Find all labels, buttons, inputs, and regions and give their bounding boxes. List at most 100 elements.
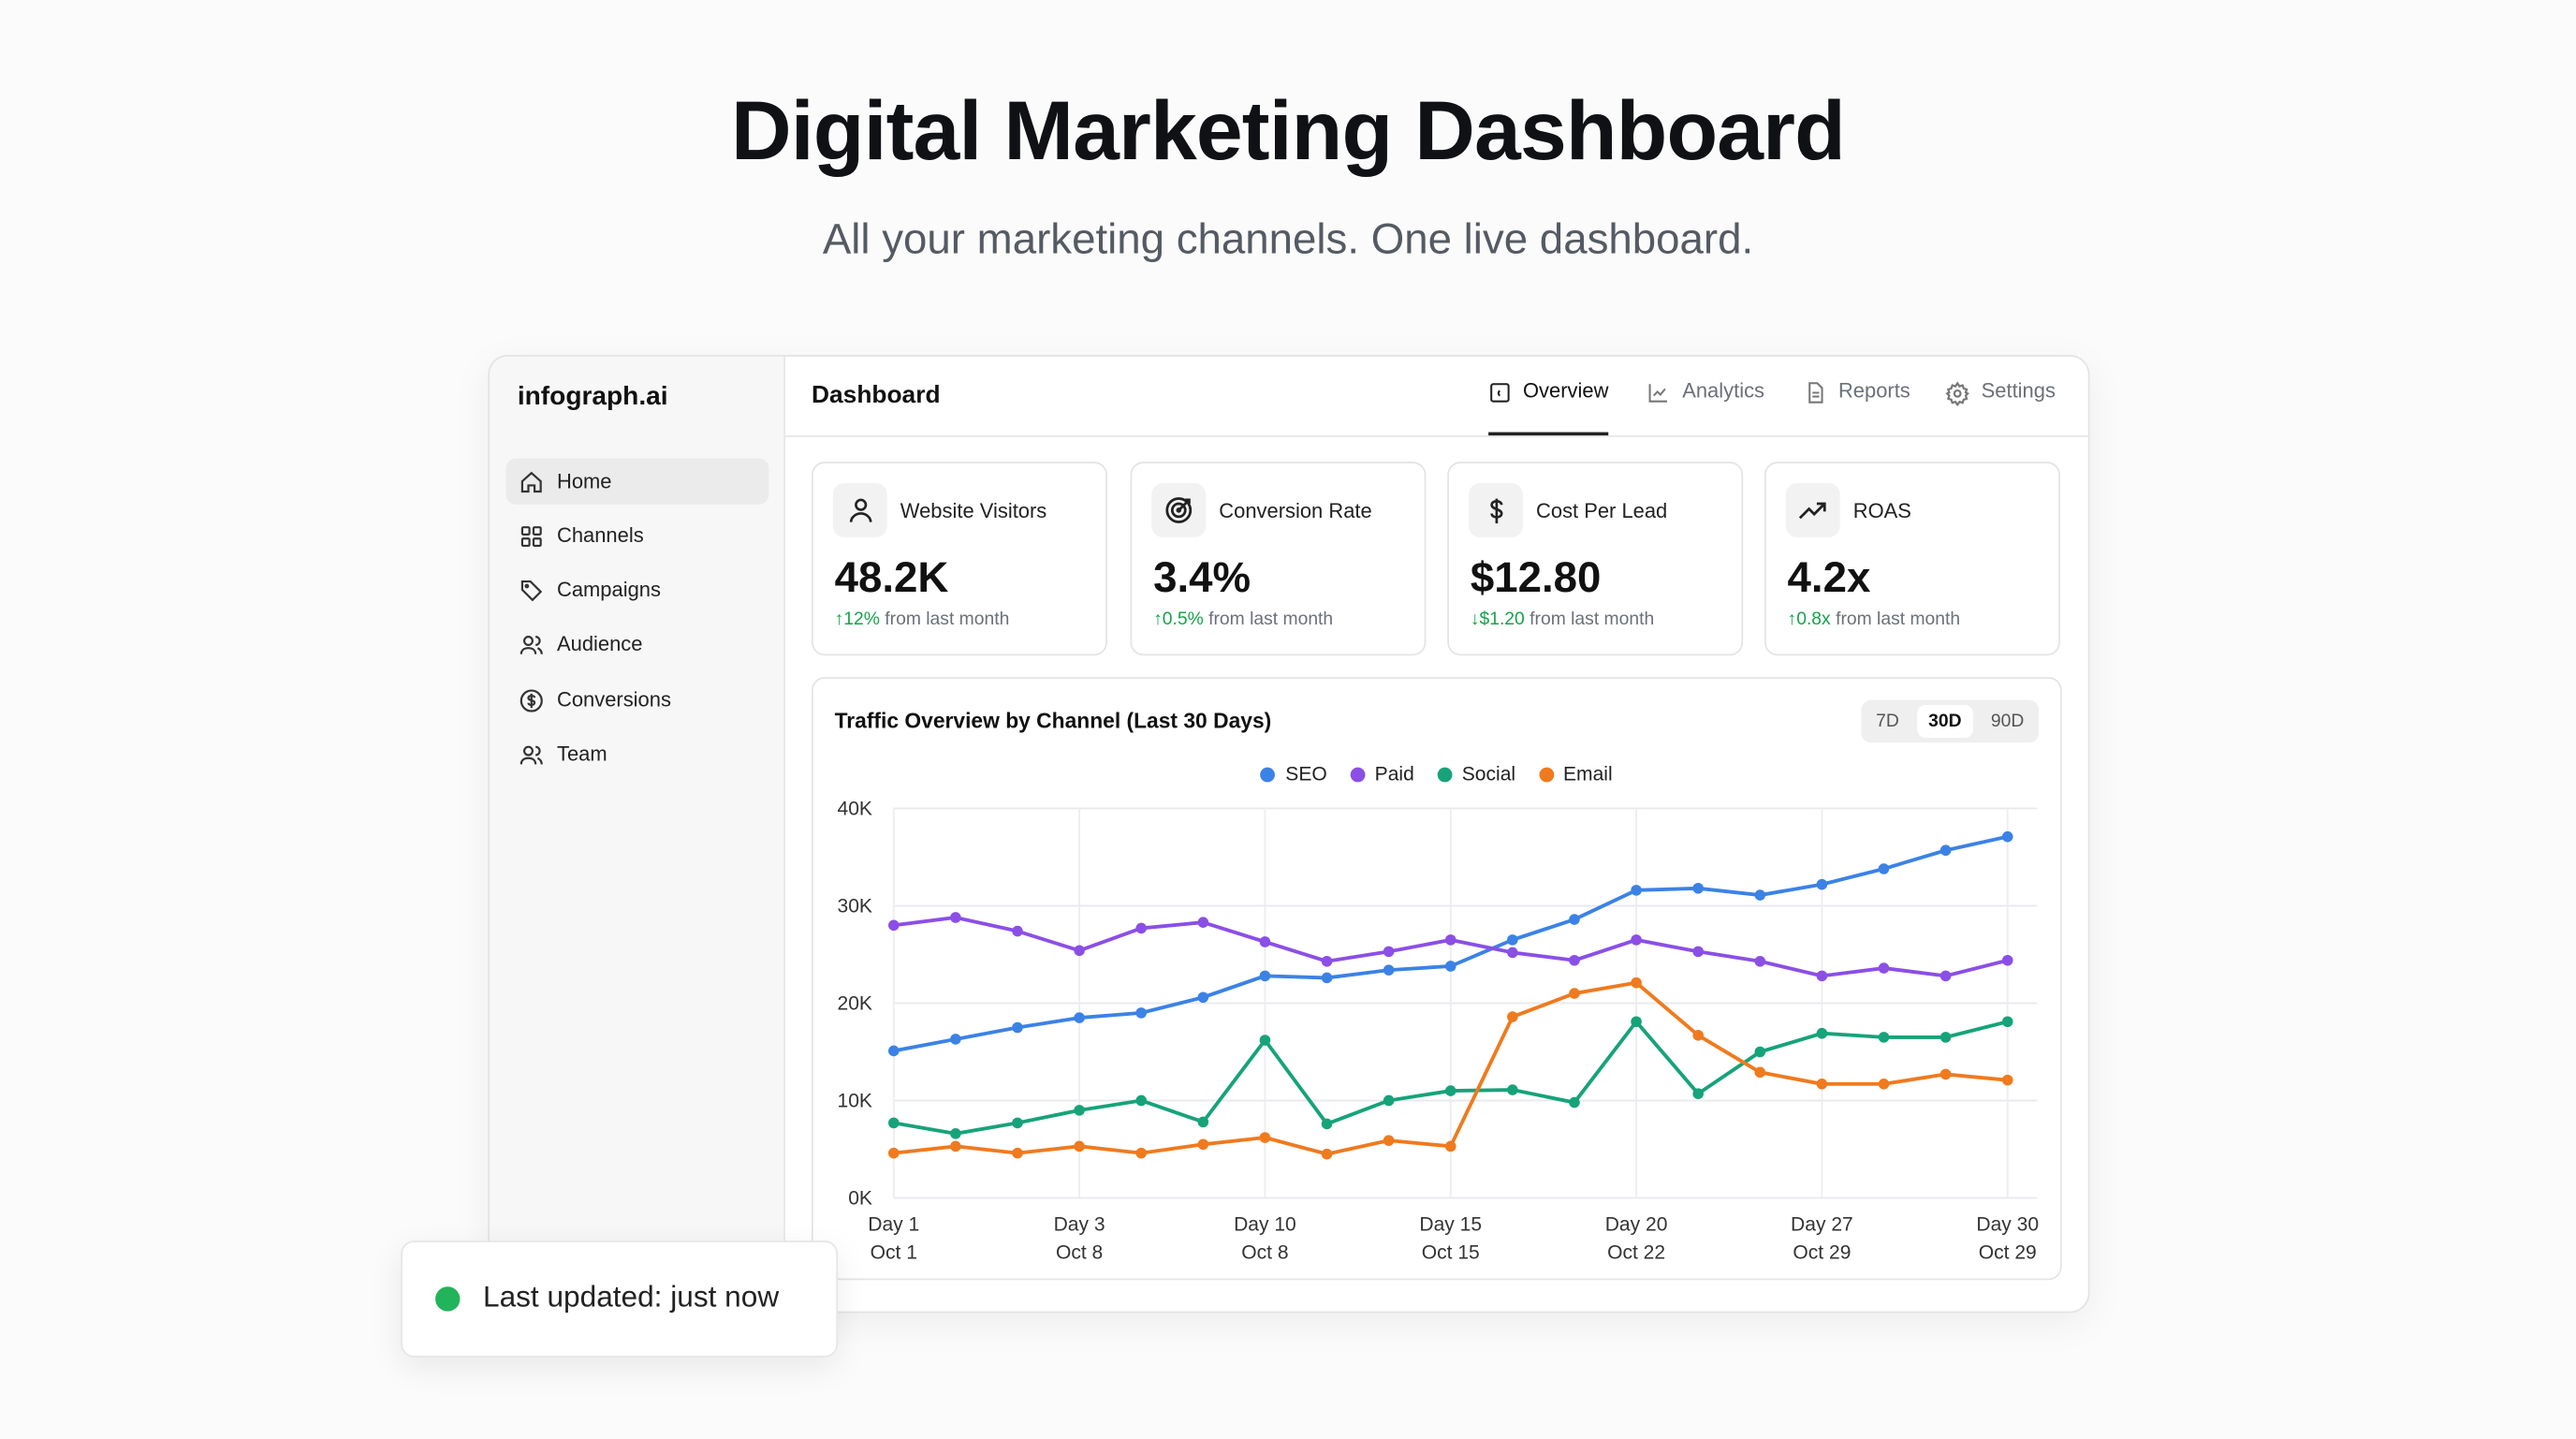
legend-label: SEO [1285,762,1327,786]
data-point-paid [1444,934,1456,946]
data-point-social [887,1117,900,1129]
data-point-seo [1754,889,1766,901]
data-point-social [950,1128,961,1139]
data-point-email [887,1147,900,1159]
users-icon [520,635,543,653]
x-tick-label: Day 3 [1054,1214,1105,1236]
user-icon [848,497,871,521]
tab-reports[interactable]: Reports [1804,379,1910,435]
data-point-email [1074,1140,1085,1153]
x-tick-label: Day 15 [1419,1214,1482,1236]
x-tick-label: Day 1 [868,1214,919,1236]
kpi-delta-suffix: from last month [1836,609,1961,630]
data-point-paid [1197,917,1209,928]
tab-overview[interactable]: Overview [1488,379,1609,436]
y-tick-label: 40K [838,799,872,820]
range-90d-button[interactable]: 90D [1990,711,2025,732]
data-point-paid [1816,970,1828,982]
kpi-change: ↑0.8x from last month [1788,609,1961,629]
sidebar-item-team[interactable]: Team [506,731,769,777]
x-tick-date-label: Oct 29 [1793,1241,1851,1263]
tab-settings[interactable]: Settings [1945,379,2056,435]
data-point-email [1259,1132,1271,1143]
kpi-value: 3.4% [1153,551,1251,602]
data-point-email [1444,1140,1456,1153]
data-point-email [1631,976,1642,989]
data-point-email [1135,1147,1148,1159]
range-30d-button[interactable]: 30D [1916,704,1973,739]
sidebar-item-audience[interactable]: Audience [506,621,769,667]
legend-item-paid[interactable]: Paid [1350,762,1414,786]
x-tick-label: Day 20 [1605,1214,1668,1236]
data-point-seo [2001,830,2013,843]
x-tick-date-label: Oct 29 [1979,1241,2037,1263]
sidebar-item-campaigns[interactable]: Campaigns [506,567,769,613]
data-point-social [1074,1105,1085,1116]
data-point-paid [1631,934,1642,946]
legend-item-social[interactable]: Social [1437,762,1515,786]
legend-label: Social [1461,762,1516,786]
arrow-up-icon: ↑ [1787,609,1797,630]
x-tick-date-label: Oct 8 [1241,1241,1288,1263]
traffic-chart-panel: 0K 10K 20K 30K 40K Day 1 Oct 1 Day 3 Oct 8 Day 10… [812,677,2062,1281]
data-point-social [1507,1084,1518,1095]
sidebar-item-label: Home [556,469,612,493]
data-point-seo [1939,844,1952,857]
data-point-social [1878,1032,1890,1043]
logo[interactable]: infograph.ai [517,382,668,411]
data-point-social [1135,1094,1148,1107]
x-tick-date-label: Oct 22 [1607,1241,1665,1263]
data-point-email [1816,1079,1828,1090]
status-dot-icon [435,1286,461,1312]
data-point-social [1444,1085,1456,1096]
kpi-delta: 0.5% [1162,609,1204,630]
range-7d-button[interactable]: 7D [1876,711,1899,732]
data-point-email [1754,1066,1766,1079]
sidebar-item-label: Channels [556,523,644,548]
kpi-delta: $1.20 [1479,609,1525,630]
data-point-paid [1754,955,1766,967]
kpi-value: 4.2x [1787,551,1871,602]
dashboard-window: infograph.ai Home Channels Campaigns Aud… [488,355,2090,1314]
toast-text: Last updated: just now [482,1280,780,1314]
header: Dashboard Overview Analytics Reports Set… [784,357,2088,437]
grid-icon [520,525,542,547]
data-point-email [1878,1079,1890,1090]
trending-up-icon [1798,502,1826,520]
data-point-paid [1383,946,1395,958]
data-point-paid [1259,936,1271,947]
y-tick-label: 20K [838,993,872,1015]
sidebar-item-home[interactable]: Home [505,458,769,505]
sidebar-item-conversions[interactable]: Conversions [506,677,769,723]
data-point-social [1321,1118,1333,1130]
arrow-up-icon: ↑ [1153,609,1163,630]
kpi-label: Website Visitors [900,499,1047,523]
legend-item-seo[interactable]: SEO [1260,762,1327,786]
data-point-social [1816,1027,1828,1039]
legend-dot [1437,766,1453,782]
data-point-seo [1878,863,1890,874]
data-point-seo [1444,961,1456,972]
x-tick-date-label: Oct 15 [1422,1241,1480,1263]
sidebar-item-label: Conversions [556,688,671,712]
chart-legend: SEO Paid Social Email [813,762,2060,786]
kpi-label: Cost Per Lead [1536,499,1668,523]
tab-label: Settings [1981,379,2056,403]
data-point-social [1259,1035,1271,1046]
kpi-value: $12.80 [1470,551,1602,602]
range-selector: 7D 30D 90D [1861,699,2040,743]
sidebar-item-channels[interactable]: Channels [506,513,769,559]
data-point-paid [887,919,900,932]
tab-label: Reports [1837,379,1910,403]
data-point-seo [1692,882,1704,894]
arrow-up-icon: ↑ [834,609,844,630]
data-point-email [1197,1138,1209,1151]
tab-analytics[interactable]: Analytics [1647,379,1764,435]
data-point-social [1939,1032,1952,1043]
legend-item-email[interactable]: Email [1538,762,1613,786]
data-point-email [1939,1068,1952,1080]
data-point-social [2001,1016,2013,1028]
tab-label: Overview [1522,379,1609,403]
data-point-paid [1692,946,1704,958]
target-icon [1165,497,1193,523]
